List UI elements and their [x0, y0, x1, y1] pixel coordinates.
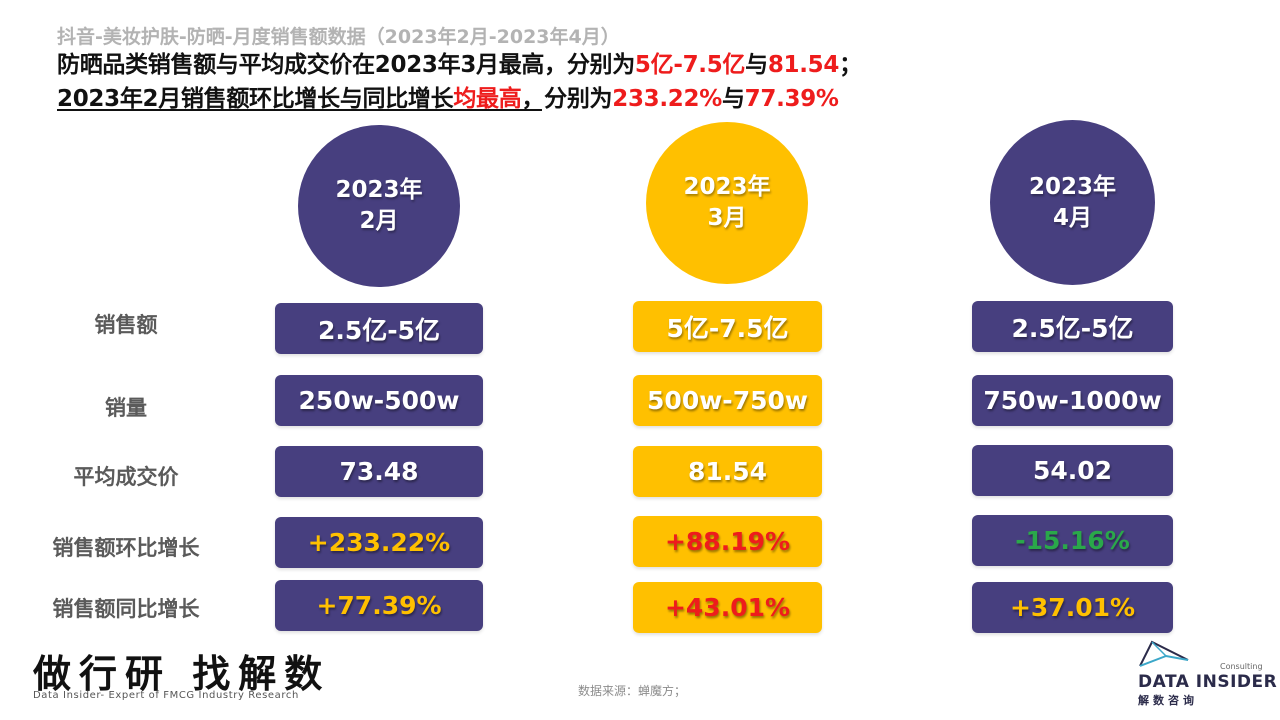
cell-feb-mom-growth: +233.22%: [275, 517, 483, 568]
headline-highlight: 81.54: [767, 52, 840, 78]
data-insider-logo-icon: [1139, 640, 1189, 667]
row-label-mom-growth: 销售额环比增长: [52, 536, 200, 560]
headline-seg: ；: [839, 52, 862, 78]
cell-mar-avg-price: 81.54: [633, 446, 822, 497]
logo-name: DATA INSIDER: [1138, 672, 1278, 692]
cell-apr-sales: 2.5亿-5亿: [972, 301, 1173, 352]
circle-year: 2023年: [1028, 173, 1116, 200]
cell-apr-mom-growth: -15.16%: [972, 515, 1173, 566]
headline-line-2: 2023年2月销售额环比增长与同比增长均最高，分别为233.22%与77.39%: [57, 79, 839, 113]
logo-chinese-name: 解数咨询: [1138, 694, 1198, 707]
cell-feb-volume: 250w-500w: [275, 375, 483, 426]
month-circle-feb: 2023年 2月: [298, 125, 460, 287]
headline-highlight: 均最高: [453, 86, 522, 112]
brand-slogan: 做行研 找解数: [33, 651, 331, 696]
headline-seg: 2023年2月销售额环比增长与同比增长: [57, 86, 454, 112]
circle-month: 3月: [707, 205, 747, 231]
cell-mar-volume: 500w-750w: [633, 375, 822, 426]
cell-apr-avg-price: 54.02: [972, 445, 1173, 496]
month-circle-apr: 2023年 4月: [990, 120, 1155, 285]
cell-feb-avg-price: 73.48: [275, 446, 483, 497]
circle-year: 2023年: [335, 177, 423, 203]
headline-seg: 与: [745, 52, 768, 78]
headline-underline: [57, 109, 542, 111]
row-label-volume: 销量: [105, 396, 147, 420]
month-circle-mar: 2023年 3月: [646, 122, 808, 284]
row-label-sales: 销售额: [94, 313, 158, 337]
cell-apr-volume: 750w-1000w: [972, 375, 1173, 426]
headline-seg: 防晒品类销售额与平均成交价在2023年3月最高，分别为: [57, 52, 635, 78]
headline-highlight: 77.39%: [744, 86, 839, 112]
data-source-note: 数据来源：蝉魔方；: [578, 684, 687, 698]
headline-highlight: 5亿-7.5亿: [634, 52, 746, 78]
row-label-yoy-growth: 销售额同比增长: [52, 597, 200, 621]
cell-mar-mom-growth: +88.19%: [633, 516, 822, 567]
circle-month: 2月: [359, 208, 399, 234]
headline-highlight: 233.22%: [612, 86, 722, 112]
circle-year: 2023年: [683, 174, 771, 200]
cell-feb-yoy-growth: +77.39%: [275, 580, 483, 631]
circle-month: 4月: [1052, 204, 1092, 231]
logo-consulting-label: Consulting: [1220, 662, 1263, 671]
page-subtitle: 抖音-美妆护肤-防晒-月度销售额数据（2023年2月-2023年4月）: [57, 26, 620, 48]
cell-mar-sales: 5亿-7.5亿: [633, 301, 822, 352]
row-label-avg-price: 平均成交价: [73, 465, 179, 489]
cell-apr-yoy-growth: +37.01%: [972, 582, 1173, 633]
cell-mar-yoy-growth: +43.01%: [633, 582, 822, 633]
cell-feb-sales: 2.5亿-5亿: [275, 303, 483, 354]
headline-seg: ，分别为: [521, 86, 613, 112]
headline-line-1: 防晒品类销售额与平均成交价在2023年3月最高，分别为5亿-7.5亿与81.54…: [57, 45, 862, 79]
headline-seg: 与: [721, 86, 745, 112]
brand-tagline: Data Insider- Expert of FMCG Industry Re…: [33, 690, 299, 701]
